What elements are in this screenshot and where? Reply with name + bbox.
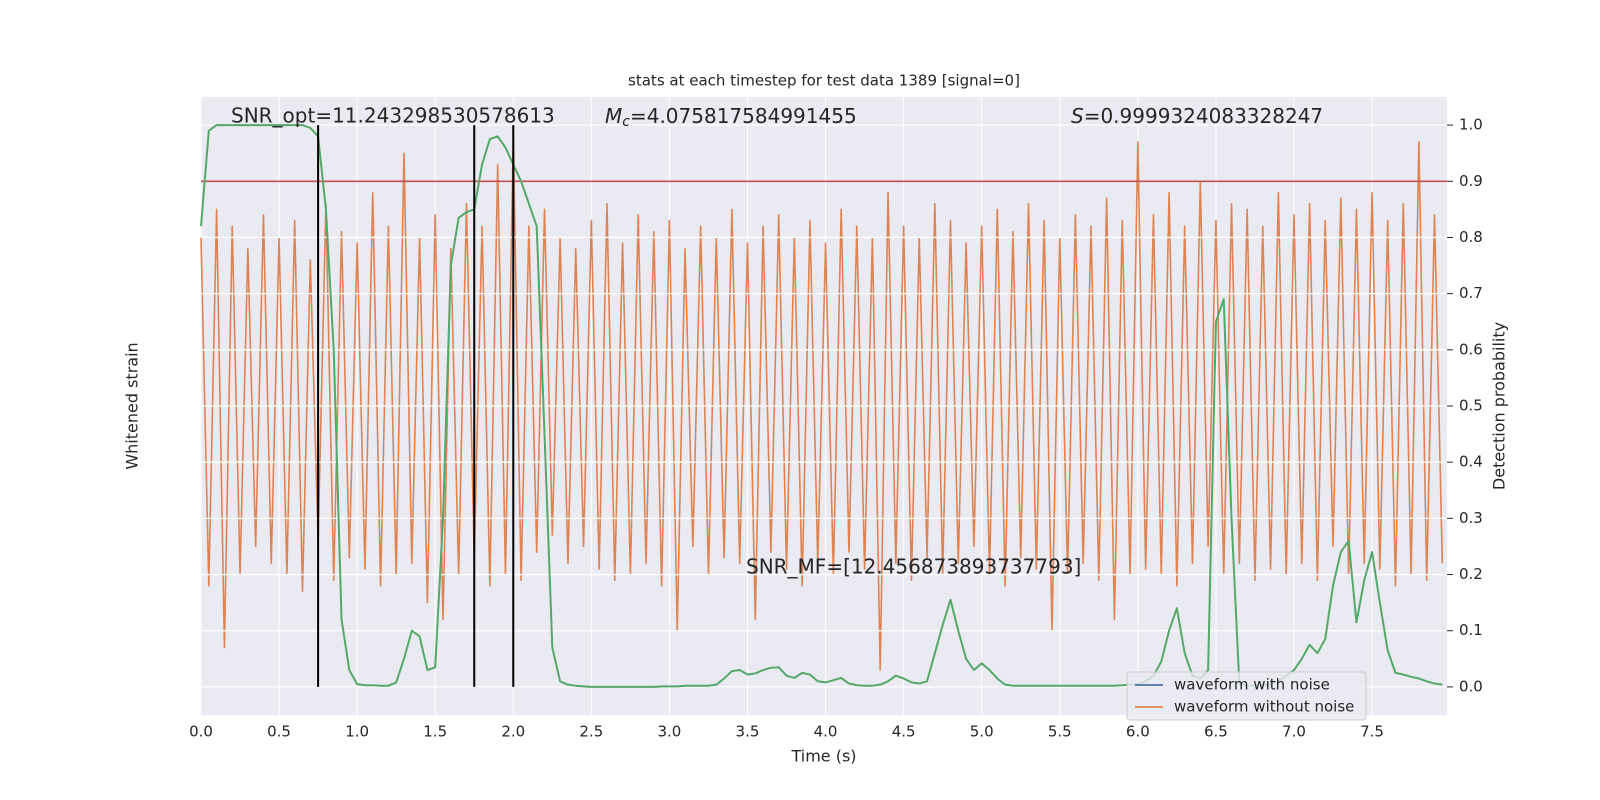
legend-label: waveform without noise bbox=[1174, 698, 1354, 716]
x-tick-label: 5.5 bbox=[1048, 723, 1072, 741]
annotation-symbol: S bbox=[1071, 104, 1084, 128]
left-axis-label: Whitened strain bbox=[123, 342, 142, 469]
annotation: SNR_opt=11.243298530578613 bbox=[231, 104, 555, 128]
series-line bbox=[200, 135, 1444, 671]
x-tick-label: 4.5 bbox=[892, 723, 916, 741]
legend-label: waveform with noise bbox=[1174, 676, 1330, 694]
chart-title: stats at each timestep for test data 138… bbox=[628, 72, 1020, 90]
annotation-value: =0.9999324083328247 bbox=[1084, 104, 1323, 128]
y-tick-label: 0.5 bbox=[1459, 397, 1483, 415]
y-tick-label: 0.4 bbox=[1459, 453, 1483, 471]
x-axis-label: Time (s) bbox=[790, 747, 856, 766]
x-tick-label: 0.0 bbox=[189, 723, 213, 741]
y-tick-label: 0.9 bbox=[1459, 172, 1483, 190]
annotation-value: =4.075817584991455 bbox=[630, 104, 857, 128]
y-tick-label: 0.8 bbox=[1459, 228, 1483, 246]
y-tick-label: 0.6 bbox=[1459, 340, 1483, 358]
annotation-subscript: c bbox=[622, 114, 630, 130]
y-tick-label: 0.7 bbox=[1459, 284, 1483, 302]
x-tick-label: 3.0 bbox=[657, 723, 681, 741]
y-tick-label: 0.2 bbox=[1459, 565, 1483, 583]
y-tick-label: 1.0 bbox=[1459, 116, 1483, 134]
annotation: Mc=4.075817584991455 bbox=[605, 104, 857, 131]
x-tick-label: 1.0 bbox=[345, 723, 369, 741]
annotation: S=0.9999324083328247 bbox=[1071, 104, 1323, 128]
x-tick-label: 2.5 bbox=[579, 723, 603, 741]
x-tick-label: 1.5 bbox=[423, 723, 447, 741]
annotation-symbol: M bbox=[605, 104, 622, 128]
x-tick-label: 0.5 bbox=[267, 723, 291, 741]
x-tick-label: 3.5 bbox=[736, 723, 760, 741]
x-tick-label: 7.0 bbox=[1282, 723, 1306, 741]
right-axis-label: Detection probability bbox=[1490, 322, 1509, 490]
x-tick-label: 4.0 bbox=[814, 723, 838, 741]
y-tick-label: 0.3 bbox=[1459, 509, 1483, 527]
y-tick-label: 0.0 bbox=[1459, 677, 1483, 695]
x-tick-label: 6.5 bbox=[1204, 723, 1228, 741]
series-line bbox=[200, 124, 1443, 688]
x-tick-label: 6.0 bbox=[1126, 723, 1150, 741]
x-tick-label: 7.5 bbox=[1360, 723, 1384, 741]
x-tick-label: 2.0 bbox=[501, 723, 525, 741]
y-tick-label: 0.1 bbox=[1459, 621, 1483, 639]
legend-box bbox=[1126, 671, 1367, 721]
annotation: SNR_MF=[12.456873893737793] bbox=[746, 555, 1081, 579]
x-tick-label: 5.0 bbox=[970, 723, 994, 741]
